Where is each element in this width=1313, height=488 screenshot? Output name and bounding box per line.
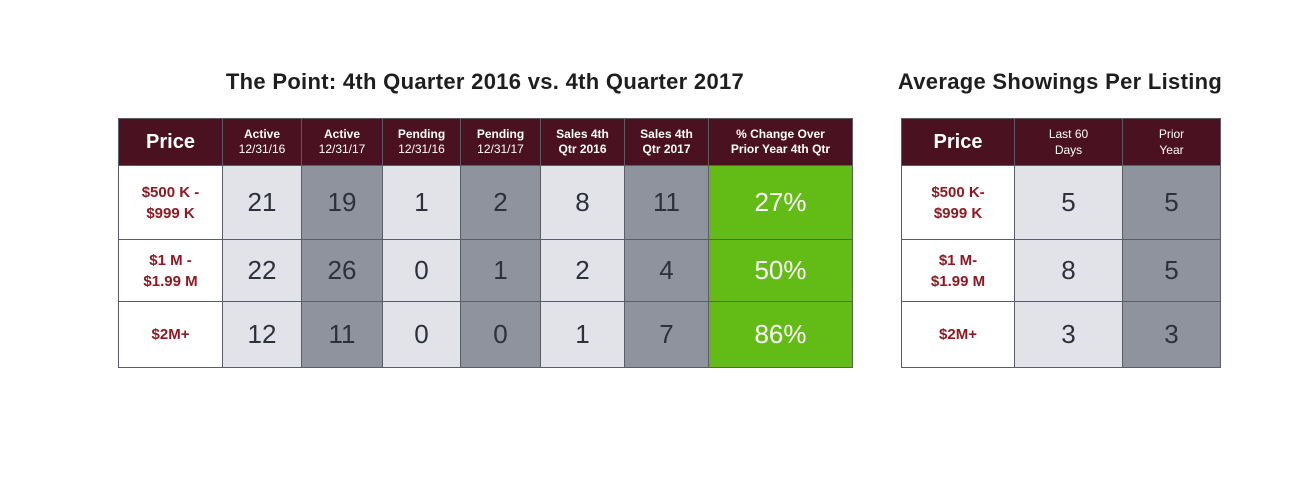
column-header-line2: 12/31/17 [477, 142, 524, 156]
price-line: $500 K - [141, 183, 200, 201]
column-header: Sales 4th Qtr 2017 [624, 118, 709, 166]
price-line: $2M+ [939, 326, 977, 343]
column-header-line1: Pending [476, 127, 525, 141]
value-cell: 1 [540, 301, 625, 368]
column-header: Active 12/31/17 [301, 118, 383, 166]
value-cell: 8 [540, 165, 625, 240]
value-cell: 1 [460, 239, 541, 302]
value-cell: 2 [540, 239, 625, 302]
header-row: Price Last 60 Days Prior Year [901, 118, 1221, 166]
value-cell: 0 [460, 301, 541, 368]
average-showings-table: Price Last 60 Days Prior Year $500 K- $999 … [901, 118, 1221, 368]
value-cell: 19 [301, 165, 383, 240]
value-cell: 26 [301, 239, 383, 302]
price-line: $1 M- [938, 251, 978, 269]
price-line: $500 K- [931, 183, 985, 201]
value-cell: 8 [1014, 239, 1123, 302]
column-header-line2: Prior Year 4th Qtr [730, 142, 831, 156]
chart-title-left: The Point: 4th Quarter 2016 vs. 4th Quar… [225, 69, 745, 94]
price-line: $2M+ [151, 326, 190, 343]
value-cell: 21 [222, 165, 302, 240]
price-header: Price [901, 118, 1015, 166]
column-header: Sales 4th Qtr 2016 [540, 118, 625, 166]
chart-title-right: Average Showings Per Listing [897, 69, 1223, 94]
table-row: $500 K - $999 K 21 19 1 2 8 11 27% [118, 165, 853, 240]
column-header-line1: Active [323, 127, 361, 141]
column-header-line2: 12/31/16 [398, 142, 445, 156]
column-header-line1: % Change Over [736, 127, 825, 141]
price-range-cell: $500 K - $999 K [118, 165, 223, 240]
column-header: Prior Year [1122, 118, 1221, 166]
value-cell: 0 [382, 301, 461, 368]
value-cell: 0 [382, 239, 461, 302]
column-header-line1: Last 60 [1048, 127, 1089, 141]
price-line: $1.99 M [930, 272, 986, 290]
column-header-line2: Qtr 2017 [642, 142, 691, 156]
table-row: $1 M - $1.99 M 22 26 0 1 2 4 50% [118, 239, 853, 302]
table-row: $500 K- $999 K 5 5 [901, 165, 1221, 240]
value-cell: 11 [624, 165, 709, 240]
price-header: Price [118, 118, 223, 166]
price-range-cell: $2M+ [118, 301, 223, 368]
column-header-line1: Sales 4th [556, 127, 609, 141]
value-cell: 11 [301, 301, 383, 368]
price-range-cell: $500 K- $999 K [901, 165, 1015, 240]
percent-change-cell: 27% [708, 165, 853, 240]
value-cell: 4 [624, 239, 709, 302]
column-header-line2: Days [1054, 143, 1083, 157]
column-header: Active 12/31/16 [222, 118, 302, 166]
column-header-line1: Active [243, 127, 281, 141]
column-header-line1: Sales 4th [640, 127, 693, 141]
table-row: $2M+ 12 11 0 0 1 7 86% [118, 301, 853, 368]
column-header: Pending 12/31/17 [460, 118, 541, 166]
percent-change-cell: 50% [708, 239, 853, 302]
column-header-line2: 12/31/17 [318, 142, 366, 156]
quarter-comparison-table: Price Active 12/31/16 Active 12/31/17 Pend… [118, 118, 853, 368]
table-row: $2M+ 3 3 [901, 301, 1221, 368]
price-range-cell: $2M+ [901, 301, 1015, 368]
value-cell: 7 [624, 301, 709, 368]
column-header-line2: 12/31/16 [238, 142, 286, 156]
column-header-line2: Qtr 2016 [558, 142, 607, 156]
value-cell: 3 [1014, 301, 1123, 368]
value-cell: 2 [460, 165, 541, 240]
value-cell: 1 [382, 165, 461, 240]
price-line: $999 K [146, 204, 195, 222]
value-cell: 5 [1014, 165, 1123, 240]
column-header: Last 60 Days [1014, 118, 1123, 166]
price-range-cell: $1 M - $1.99 M [118, 239, 223, 302]
percent-change-cell: 86% [708, 301, 853, 368]
price-line: $1.99 M [143, 272, 198, 290]
price-range-cell: $1 M- $1.99 M [901, 239, 1015, 302]
price-line: $999 K [933, 204, 983, 222]
table-row: $1 M- $1.99 M 8 5 [901, 239, 1221, 302]
column-header: % Change Over Prior Year 4th Qtr [708, 118, 853, 166]
column-header-line1: Prior [1158, 127, 1185, 141]
value-cell: 3 [1122, 301, 1221, 368]
value-cell: 22 [222, 239, 302, 302]
value-cell: 12 [222, 301, 302, 368]
price-line: $1 M - [149, 251, 192, 269]
header-row: Price Active 12/31/16 Active 12/31/17 Pend… [118, 118, 853, 166]
value-cell: 5 [1122, 239, 1221, 302]
column-header-line1: Pending [397, 127, 446, 141]
column-header: Pending 12/31/16 [382, 118, 461, 166]
column-header-line2: Year [1159, 143, 1184, 157]
value-cell: 5 [1122, 165, 1221, 240]
